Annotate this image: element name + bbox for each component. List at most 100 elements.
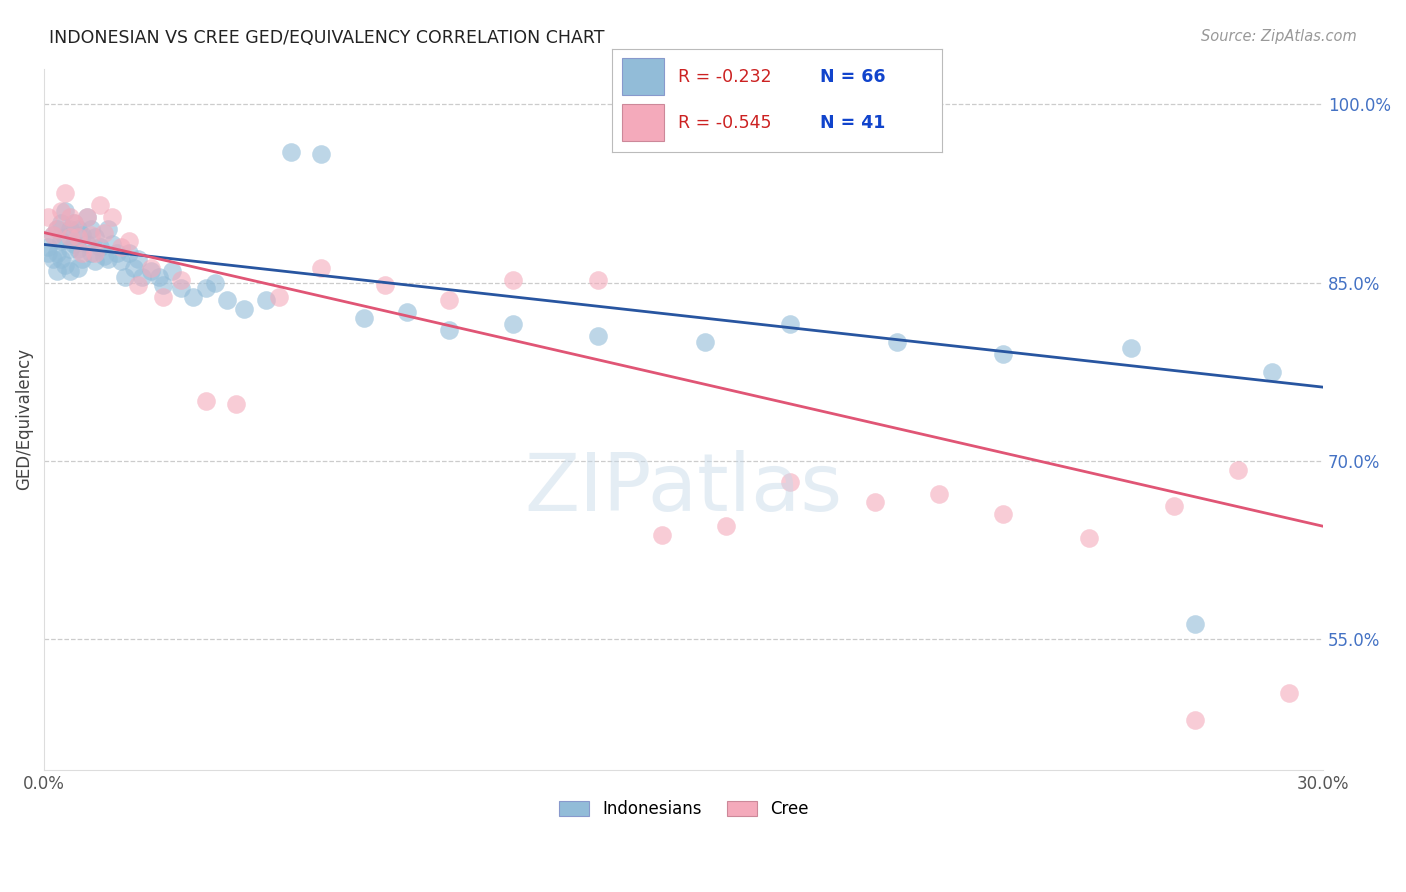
Point bbox=[72, 227, 94, 242]
Point bbox=[45, 263, 67, 277]
Point bbox=[233, 301, 256, 316]
Point bbox=[127, 277, 149, 292]
Point bbox=[55, 258, 77, 272]
Point bbox=[204, 276, 226, 290]
Point bbox=[1163, 499, 1185, 513]
Point bbox=[1184, 616, 1206, 631]
Point bbox=[169, 273, 191, 287]
Point bbox=[63, 216, 86, 230]
Text: INDONESIAN VS CREE GED/EQUIVALENCY CORRELATION CHART: INDONESIAN VS CREE GED/EQUIVALENCY CORRE… bbox=[49, 29, 605, 46]
Point bbox=[89, 198, 111, 212]
Point bbox=[37, 210, 59, 224]
Point bbox=[37, 240, 59, 254]
Point bbox=[72, 252, 94, 266]
Point bbox=[280, 145, 302, 159]
Point bbox=[993, 508, 1015, 522]
Point bbox=[80, 245, 103, 260]
Text: R = -0.232: R = -0.232 bbox=[678, 68, 772, 86]
Point bbox=[76, 210, 98, 224]
Point bbox=[51, 252, 73, 266]
Point bbox=[59, 210, 82, 224]
Point bbox=[309, 147, 332, 161]
Point bbox=[588, 273, 610, 287]
Point bbox=[1184, 713, 1206, 727]
Text: N = 66: N = 66 bbox=[820, 68, 886, 86]
Text: Source: ZipAtlas.com: Source: ZipAtlas.com bbox=[1201, 29, 1357, 44]
Point bbox=[41, 227, 63, 242]
Point bbox=[45, 222, 67, 236]
Point bbox=[97, 252, 120, 266]
Bar bbox=[621, 104, 665, 141]
Point bbox=[59, 230, 82, 244]
Point bbox=[502, 317, 524, 331]
Point bbox=[45, 222, 67, 236]
Point bbox=[254, 293, 277, 308]
Point bbox=[76, 237, 98, 252]
Bar bbox=[621, 58, 665, 95]
Point bbox=[76, 210, 98, 224]
Point bbox=[59, 242, 82, 256]
Point bbox=[114, 269, 136, 284]
Point bbox=[84, 254, 107, 268]
Point bbox=[195, 281, 218, 295]
Point bbox=[131, 269, 153, 284]
Point bbox=[67, 222, 90, 236]
Point bbox=[63, 237, 86, 252]
Point bbox=[118, 245, 141, 260]
Point bbox=[72, 245, 94, 260]
Point bbox=[1121, 341, 1143, 355]
Point bbox=[101, 237, 124, 252]
Text: N = 41: N = 41 bbox=[820, 114, 886, 132]
Point bbox=[865, 495, 887, 509]
Point bbox=[55, 204, 77, 219]
Point bbox=[101, 210, 124, 224]
Point bbox=[59, 222, 82, 236]
Point bbox=[97, 222, 120, 236]
Point bbox=[217, 293, 239, 308]
Point bbox=[51, 204, 73, 219]
Point bbox=[437, 323, 460, 337]
Point bbox=[139, 263, 162, 277]
Point bbox=[139, 261, 162, 276]
Point bbox=[51, 216, 73, 230]
Point bbox=[1226, 463, 1249, 477]
Point bbox=[160, 263, 183, 277]
Point bbox=[886, 334, 908, 349]
Point bbox=[395, 305, 418, 319]
Point bbox=[267, 290, 290, 304]
Point bbox=[41, 227, 63, 242]
Point bbox=[716, 519, 738, 533]
Point bbox=[84, 230, 107, 244]
Point bbox=[225, 397, 247, 411]
Text: R = -0.545: R = -0.545 bbox=[678, 114, 772, 132]
Point bbox=[437, 293, 460, 308]
Point bbox=[80, 227, 103, 242]
Point bbox=[148, 269, 170, 284]
Y-axis label: GED/Equivalency: GED/Equivalency bbox=[15, 348, 32, 491]
Point bbox=[59, 263, 82, 277]
Point bbox=[374, 277, 396, 292]
Point bbox=[169, 281, 191, 295]
Point bbox=[1278, 686, 1301, 700]
Point bbox=[110, 254, 132, 268]
Point bbox=[353, 311, 375, 326]
Point bbox=[55, 230, 77, 244]
Point bbox=[93, 226, 115, 240]
Point bbox=[37, 245, 59, 260]
Point bbox=[41, 252, 63, 266]
Point bbox=[80, 222, 103, 236]
Point bbox=[779, 475, 801, 490]
Point bbox=[152, 290, 174, 304]
Text: ZIPatlas: ZIPatlas bbox=[524, 450, 842, 528]
Point bbox=[693, 334, 716, 349]
Point bbox=[51, 234, 73, 248]
Point bbox=[993, 347, 1015, 361]
Point bbox=[67, 230, 90, 244]
Point bbox=[152, 277, 174, 292]
Point bbox=[195, 394, 218, 409]
Point bbox=[1077, 531, 1099, 545]
Point bbox=[588, 329, 610, 343]
Point bbox=[183, 290, 205, 304]
Point bbox=[105, 245, 128, 260]
Point bbox=[63, 216, 86, 230]
